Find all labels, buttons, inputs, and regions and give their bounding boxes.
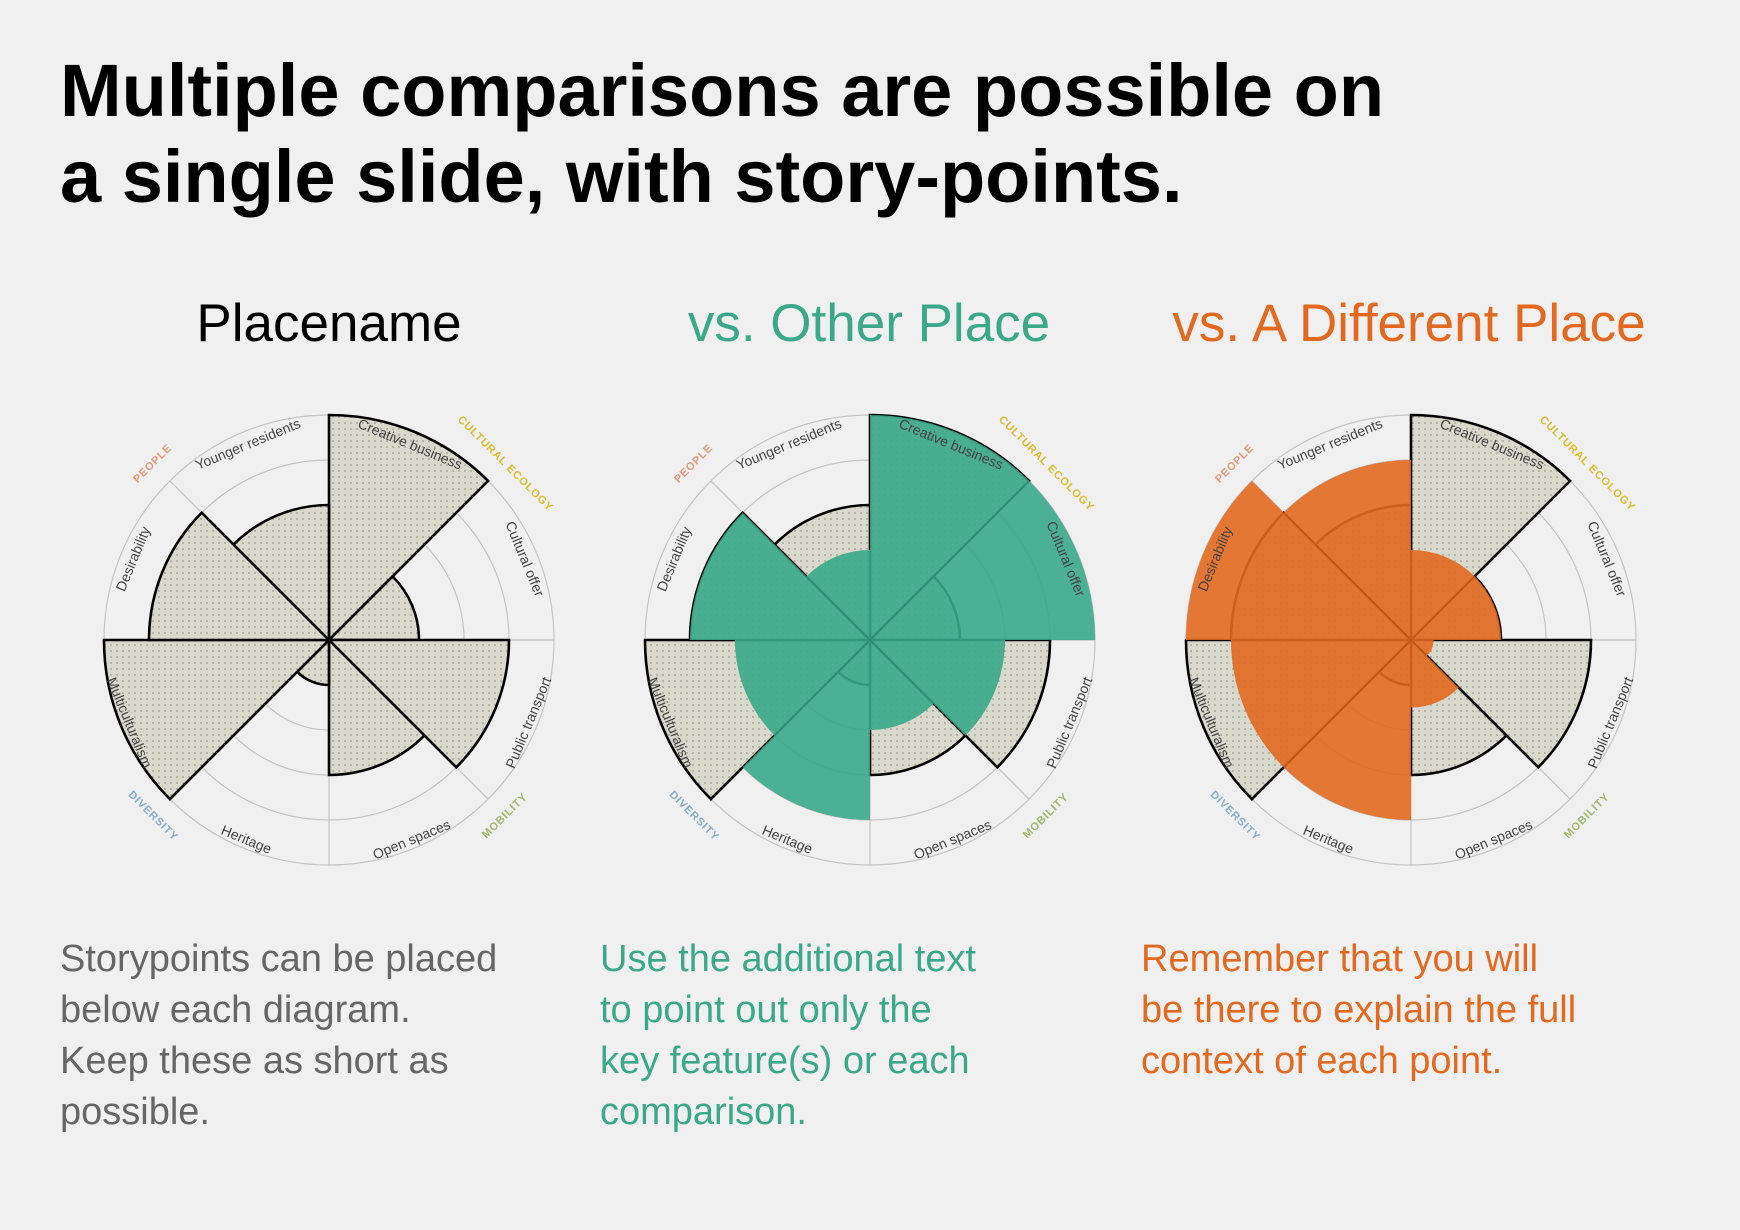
storypoint-2-line: comparison. <box>600 1091 807 1133</box>
bar-desirability <box>147 510 333 642</box>
category-label-younger-residents: Younger residents <box>1275 415 1385 473</box>
panel-title-other-place: vs. Other Place <box>687 294 1051 353</box>
comparison-bar-heritage <box>742 640 870 820</box>
bar-multiculturalism <box>102 638 333 801</box>
storypoint-1-line: Storypoints can be placed <box>60 938 498 980</box>
comparison-bar-open-spaces <box>870 640 934 730</box>
comparison-bar-public-transport <box>870 640 1005 736</box>
storypoint-2-line: to point out only the <box>600 989 932 1031</box>
bar-cultural-offer <box>325 574 421 642</box>
category-label-open-spaces: Open spaces <box>1452 816 1534 862</box>
category-label-public-transport: Public transport <box>1584 674 1636 770</box>
panel-title-placename: Placename <box>196 294 462 353</box>
storypoint-1-line: possible. <box>60 1091 210 1133</box>
bar-open-spaces <box>327 636 427 777</box>
group-label-people: PEOPLE <box>672 442 715 485</box>
comparison-bar-multiculturalism <box>1231 640 1411 768</box>
headline-line-2: a single slide, with story-points. <box>60 135 1183 218</box>
comparison-bar-desirability <box>1186 480 1411 640</box>
storypoint-3-line: Remember that you will <box>1141 938 1539 980</box>
category-label-younger-residents: Younger residents <box>193 415 303 473</box>
bar-public-transport <box>325 638 511 770</box>
category-label-younger-residents: Younger residents <box>734 415 844 473</box>
category-label-open-spaces: Open spaces <box>370 816 452 862</box>
storypoint-3-line: context of each point. <box>1141 1040 1503 1082</box>
storypoint-3-line: be there to explain the full <box>1141 989 1577 1031</box>
comparison-bar-cultural-offer <box>1411 576 1501 640</box>
storypoint-1-line: below each diagram. <box>60 989 411 1031</box>
comparison-bar-younger-residents <box>806 550 870 640</box>
category-label-public-transport: Public transport <box>1043 674 1095 770</box>
comparison-bar-heritage <box>1283 640 1411 820</box>
panel-title-different-place: vs. A Different Place <box>1172 294 1646 353</box>
comparison-bar-public-transport <box>1411 640 1434 656</box>
comparison-bar-younger-residents <box>1283 460 1411 640</box>
category-label-heritage: Heritage <box>760 822 815 857</box>
bar-public-transport <box>1407 638 1593 770</box>
storypoint-1-line: Keep these as short as <box>60 1040 449 1082</box>
headline-line-1: Multiple comparisons are possible on <box>60 49 1385 132</box>
bar-creative-business <box>327 413 490 644</box>
category-label-open-spaces: Open spaces <box>911 816 993 862</box>
comparison-bar-open-spaces <box>1411 640 1459 708</box>
category-label-heritage: Heritage <box>1301 822 1356 857</box>
comparison-bar-multiculturalism <box>735 640 870 736</box>
category-label-heritage: Heritage <box>219 822 274 857</box>
comparison-bar-cultural-offer <box>870 480 1095 640</box>
group-label-people: PEOPLE <box>131 442 174 485</box>
headline: Multiple comparisons are possible on a s… <box>60 48 1384 220</box>
storypoint-2: Use the additional text to point out onl… <box>600 934 1100 1138</box>
category-label-public-transport: Public transport <box>502 674 554 770</box>
group-label-people: PEOPLE <box>1213 442 1256 485</box>
storypoint-2-line: key feature(s) or each <box>600 1040 970 1082</box>
comparison-bar-desirability <box>690 512 870 640</box>
storypoint-3: Remember that you will be there to expla… <box>1141 934 1641 1087</box>
storypoint-1: Storypoints can be placed below each dia… <box>60 934 560 1138</box>
storypoint-2-line: Use the additional text <box>600 938 977 980</box>
comparison-bar-creative-business <box>1411 550 1475 640</box>
comparison-bar-creative-business <box>870 415 1030 640</box>
bar-younger-residents <box>231 503 331 644</box>
